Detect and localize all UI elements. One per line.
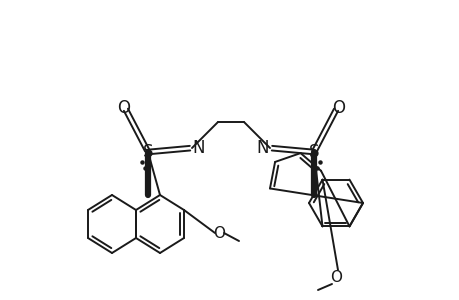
Text: O: O bbox=[329, 271, 341, 286]
Text: N: N bbox=[256, 139, 269, 157]
Text: S: S bbox=[308, 143, 319, 161]
Text: S: S bbox=[142, 143, 153, 161]
Text: O: O bbox=[213, 226, 224, 241]
Text: N: N bbox=[192, 139, 205, 157]
Text: O: O bbox=[332, 99, 345, 117]
Text: O: O bbox=[117, 99, 130, 117]
